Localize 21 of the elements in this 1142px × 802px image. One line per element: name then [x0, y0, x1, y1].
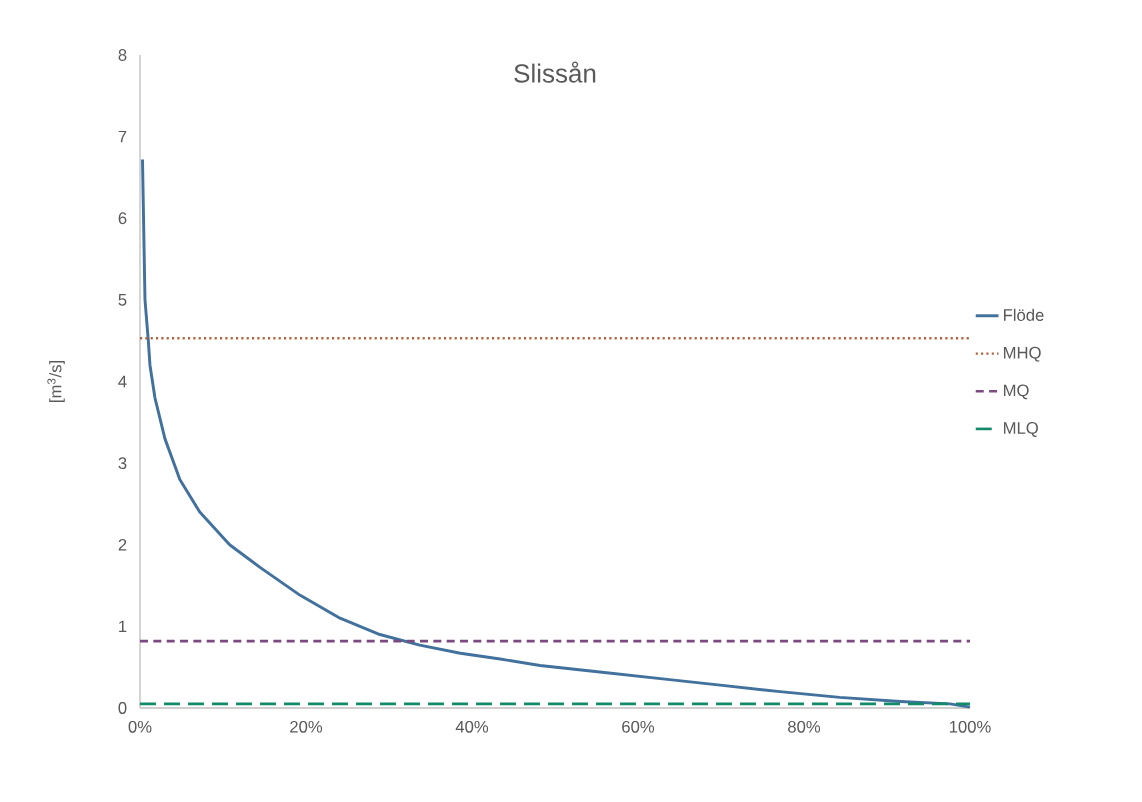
y-tick-label: 3 [118, 457, 127, 470]
y-tick-label: 0 [118, 702, 127, 714]
x-tick-label: 20% [290, 720, 323, 733]
x-tick-label: 60% [622, 720, 655, 733]
chart-title: Slissån [514, 61, 596, 83]
x-tick-label: 40% [455, 720, 489, 733]
x-tick-label: 80% [788, 720, 821, 733]
y-tick-label: 8 [118, 49, 127, 61]
legend-label: MHQ [1003, 346, 1041, 362]
y-tick-label: 2 [118, 538, 127, 551]
legend-label: MLQ [1003, 422, 1038, 437]
legend-label: Flöde [1003, 308, 1044, 321]
y-axis-title: [m$^{3}$/s] [47, 361, 65, 402]
y-tick-label: 4 [118, 375, 127, 388]
y-tick-label: 1 [119, 620, 127, 633]
y-tick-label: 7 [118, 130, 127, 143]
legend-label: MQ [1003, 384, 1029, 400]
y-tick-label: 6 [118, 212, 127, 225]
x-tick-label: 100% [949, 720, 991, 733]
y-tick-label: 5 [118, 294, 127, 306]
x-tick-label: 0% [128, 720, 152, 733]
